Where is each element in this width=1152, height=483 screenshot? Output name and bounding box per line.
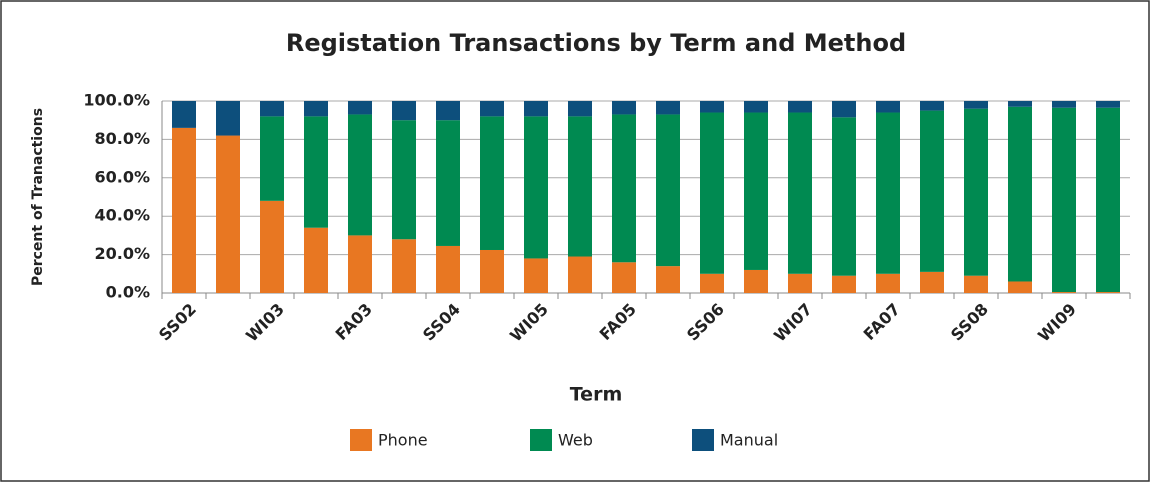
bar-segment bbox=[876, 273, 900, 293]
y-tick-label: 60.0% bbox=[94, 167, 150, 186]
y-axis-label: Percent of Tranactions bbox=[30, 108, 46, 286]
y-tick-label: 40.0% bbox=[94, 206, 150, 225]
bar-segment bbox=[744, 112, 768, 270]
bar-segment bbox=[1096, 107, 1120, 293]
bar-segment bbox=[392, 239, 416, 293]
y-tick-label: 0.0% bbox=[106, 283, 150, 302]
bar-segment bbox=[436, 120, 460, 246]
bar-segment bbox=[656, 101, 680, 115]
bar-segment bbox=[1008, 281, 1032, 293]
bar-segment bbox=[260, 116, 284, 201]
bar-segment bbox=[172, 127, 196, 293]
bar-segment bbox=[832, 275, 856, 293]
bar-segment bbox=[964, 275, 988, 293]
bar-segment bbox=[612, 114, 636, 263]
bar-segment bbox=[920, 271, 944, 293]
bar-segment bbox=[744, 269, 768, 293]
bar-segment bbox=[480, 249, 504, 293]
bar-segment bbox=[568, 101, 592, 117]
bar-segment bbox=[832, 117, 856, 276]
bar-segment bbox=[1096, 292, 1120, 293]
bar-segment bbox=[656, 114, 680, 267]
bar-segment bbox=[656, 266, 680, 293]
bar-segment bbox=[392, 101, 416, 121]
bar-segment bbox=[304, 116, 328, 228]
bar-segment bbox=[876, 101, 900, 113]
bar-segment bbox=[876, 112, 900, 274]
bar-segment bbox=[612, 101, 636, 115]
bar-segment bbox=[480, 101, 504, 117]
bar-segment bbox=[392, 120, 416, 240]
bar-segment bbox=[832, 101, 856, 118]
bar-segment bbox=[568, 116, 592, 257]
legend-swatch bbox=[350, 429, 372, 451]
bar-segment bbox=[348, 114, 372, 236]
bar-segment bbox=[788, 273, 812, 293]
legend-label: Manual bbox=[720, 431, 778, 450]
bar-segment bbox=[436, 101, 460, 121]
y-tick-label: 100.0% bbox=[83, 91, 150, 110]
bar-segment bbox=[216, 135, 240, 293]
bar-segment bbox=[1008, 106, 1032, 282]
bar-segment bbox=[1052, 292, 1076, 293]
bar-segment bbox=[964, 101, 988, 109]
legend-swatch bbox=[530, 429, 552, 451]
bar-segment bbox=[788, 101, 812, 113]
bar-segment bbox=[1052, 107, 1076, 293]
bar-segment bbox=[920, 101, 944, 111]
bar-segment bbox=[304, 227, 328, 293]
bar-segment bbox=[436, 245, 460, 293]
legend-label: Web bbox=[558, 431, 593, 450]
bar-segment bbox=[216, 101, 240, 136]
legend-swatch bbox=[692, 429, 714, 451]
bar-segment bbox=[348, 101, 372, 115]
bar-segment bbox=[524, 258, 548, 293]
bar-segment bbox=[700, 101, 724, 113]
bar-segment bbox=[700, 273, 724, 293]
bar-segment bbox=[348, 235, 372, 293]
bar-segment bbox=[568, 256, 592, 293]
bar-segment bbox=[304, 101, 328, 117]
bar-segment bbox=[172, 101, 196, 128]
bar-segment bbox=[700, 112, 724, 274]
bar-segment bbox=[788, 112, 812, 274]
bar-segment bbox=[524, 101, 548, 117]
bar-segment bbox=[1008, 101, 1032, 107]
chart-title: Registation Transactions by Term and Met… bbox=[286, 29, 906, 57]
bar-segment bbox=[480, 116, 504, 250]
y-tick-label: 80.0% bbox=[94, 129, 150, 148]
x-axis-label: Term bbox=[570, 384, 623, 406]
bar-segment bbox=[260, 101, 284, 117]
bar-segment bbox=[524, 116, 548, 259]
y-tick-label: 20.0% bbox=[94, 244, 150, 263]
bar-segment bbox=[1052, 101, 1076, 108]
bar-segment bbox=[964, 108, 988, 276]
bar-segment bbox=[1096, 101, 1120, 108]
bar-segment bbox=[612, 262, 636, 293]
bar-segment bbox=[920, 110, 944, 272]
legend-label: Phone bbox=[378, 431, 428, 450]
bar-segment bbox=[260, 200, 284, 293]
bar-segment bbox=[744, 101, 768, 113]
